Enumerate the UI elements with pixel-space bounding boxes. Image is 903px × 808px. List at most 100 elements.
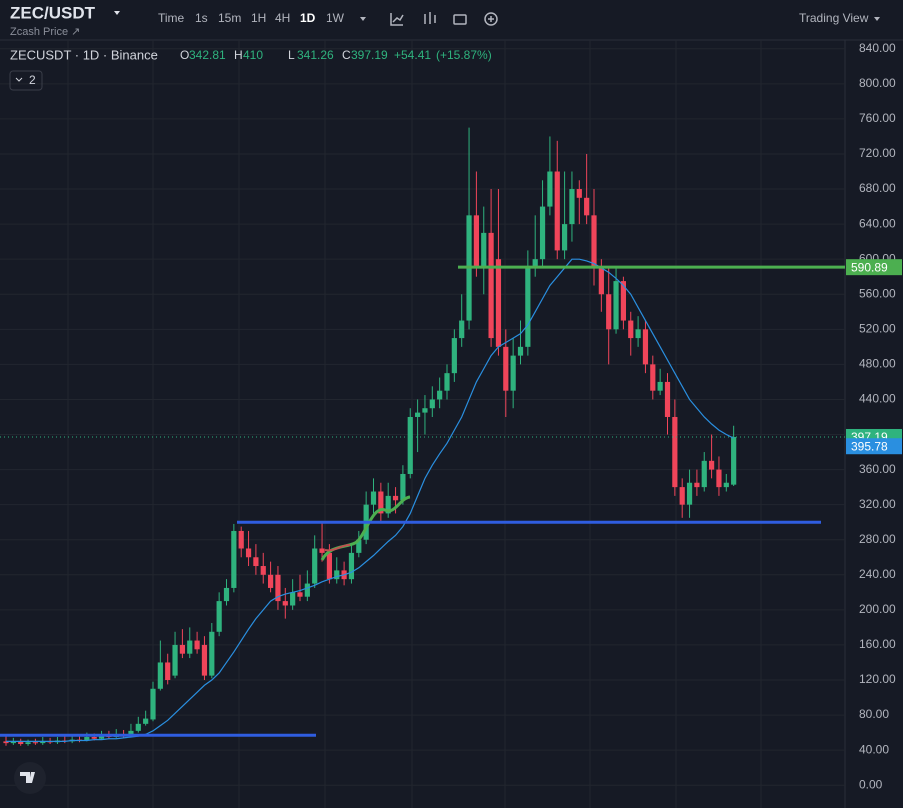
candle-body: [598, 267, 604, 295]
moving-average: [6, 258, 734, 742]
y-tick-label: 320.00: [859, 497, 896, 511]
y-tick-label: 840.00: [859, 41, 896, 55]
candle-body: [245, 548, 252, 558]
candle-body: [429, 399, 435, 409]
ohlc-legend: O 342.81 H 410 L 341.26 C 397.19 +54.41 (+15.87%): [180, 48, 492, 62]
candle-body: [422, 408, 428, 413]
toolbar: Time 1s 15m 1H 4H 1D 1W: [158, 11, 345, 25]
candle-body: [356, 539, 362, 553]
legend-change-pct: (+15.87%): [436, 48, 492, 62]
candle-body: [620, 281, 626, 321]
candle-body: [231, 530, 237, 588]
y-tick-label: 80.00: [859, 707, 889, 721]
y-tick-label: 0.00: [859, 777, 883, 791]
add-icon[interactable]: [484, 12, 498, 26]
candle-body: [98, 735, 105, 739]
candle-body: [591, 215, 597, 268]
candle-body: [562, 224, 568, 251]
candle-body: [510, 355, 516, 391]
chart-type-icon[interactable]: [424, 12, 436, 24]
candle-body: [275, 574, 281, 602]
candle-body: [525, 267, 531, 347]
price-tag: [846, 438, 902, 455]
price-tag: [846, 259, 902, 276]
price-tag-label: 590.89: [851, 260, 888, 274]
y-tick-label: 800.00: [859, 76, 896, 90]
candle-body: [201, 644, 208, 676]
candle-body: [3, 741, 9, 744]
candle-body: [334, 570, 340, 580]
snapshot-icon[interactable]: [453, 14, 467, 25]
symbol[interactable]: ZEC/USDT: [10, 3, 96, 22]
candle-body: [495, 259, 502, 347]
legend-title: ZECUSDT · 1D · Binance: [10, 47, 158, 62]
candle-body: [260, 566, 266, 575]
indicators-icon[interactable]: [390, 13, 404, 26]
candle-body: [179, 644, 185, 654]
interval-button[interactable]: Time: [158, 11, 185, 25]
candle-body: [488, 232, 494, 339]
badge-icon: [15, 77, 23, 82]
interval-button[interactable]: 4H: [275, 11, 290, 25]
toolbar-icons: [390, 12, 498, 26]
interval-button[interactable]: 1D: [300, 11, 316, 25]
candle-body: [657, 381, 663, 391]
candle-body: [297, 592, 303, 597]
interval-button[interactable]: 15m: [218, 11, 241, 25]
legend-value: 397.19: [351, 48, 388, 62]
y-tick-label: 120.00: [859, 672, 896, 686]
legend-value: 341.26: [297, 48, 334, 62]
candle-body: [135, 723, 141, 731]
candle-body: [635, 329, 641, 339]
more-intervals[interactable]: [360, 17, 366, 21]
candle-body: [304, 583, 310, 597]
badge[interactable]: [9, 70, 43, 91]
candle-body: [216, 601, 222, 632]
candle-body: [40, 741, 46, 744]
y-tick-label: 240.00: [859, 567, 896, 581]
candle-body: [378, 491, 384, 514]
candle-body: [481, 232, 487, 268]
interval-button[interactable]: 1W: [326, 11, 345, 25]
dropdown-icon[interactable]: [874, 17, 880, 21]
candle-body: [473, 215, 479, 268]
y-tick-label: 200.00: [859, 602, 896, 616]
add-icon-plus: [488, 16, 494, 22]
drawn-curve: [324, 544, 351, 552]
candle-body: [569, 189, 575, 225]
candle-body: [268, 574, 274, 588]
interval-button[interactable]: 1s: [195, 11, 208, 25]
candle-body: [143, 718, 149, 724]
candle-body: [326, 552, 332, 580]
candle-body: [187, 640, 193, 654]
candle-body: [731, 436, 737, 485]
y-tick-label: 440.00: [859, 392, 896, 406]
candle-body: [18, 741, 24, 744]
trading-view-menu[interactable]: Trading View: [799, 11, 869, 25]
candle-body: [253, 557, 259, 567]
candle-body: [385, 495, 391, 514]
candle-body: [606, 294, 612, 330]
candle-body: [32, 742, 38, 744]
candle-body: [319, 548, 325, 553]
legend-letter: O: [180, 48, 189, 62]
candle-body: [539, 206, 546, 260]
badge-count: 2: [29, 73, 36, 87]
candle-body: [532, 259, 538, 268]
dropdown-icon[interactable]: [114, 11, 120, 15]
candle-body: [194, 640, 200, 650]
interval-button[interactable]: 1H: [251, 11, 266, 25]
candle-body: [723, 482, 729, 488]
candle-body: [415, 412, 421, 417]
candle-body: [392, 495, 399, 501]
candle-body: [642, 329, 649, 365]
y-tick-label: 160.00: [859, 637, 896, 651]
candle-body: [503, 346, 509, 391]
candle-body: [451, 338, 457, 374]
candle-body: [25, 742, 31, 744]
plot: [0, 48, 845, 786]
candle-body: [694, 482, 700, 488]
candle-body: [282, 601, 288, 606]
